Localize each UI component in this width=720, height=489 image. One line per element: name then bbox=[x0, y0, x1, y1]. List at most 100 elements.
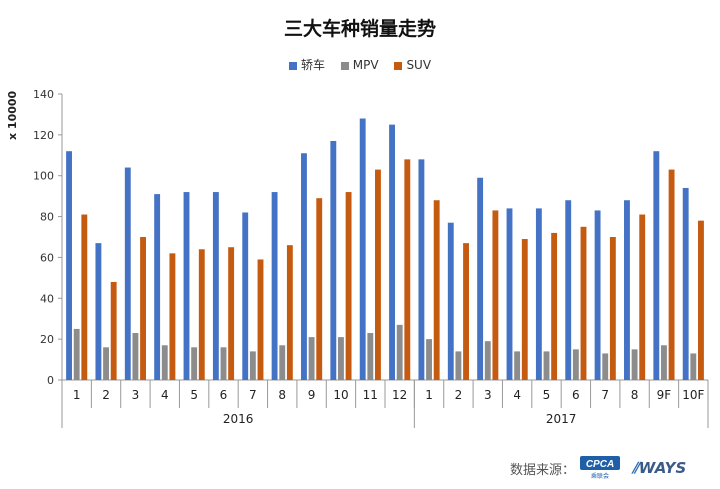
bar-mpv bbox=[661, 345, 667, 380]
x-tick-label: 3 bbox=[132, 388, 140, 402]
x-tick-label: 4 bbox=[161, 388, 169, 402]
x-tick-label: 10 bbox=[333, 388, 348, 402]
y-tick-label: 140 bbox=[33, 88, 54, 101]
bar-suv bbox=[463, 243, 469, 380]
bar-sedan bbox=[389, 124, 395, 381]
bar-suv bbox=[521, 239, 528, 380]
bar-sedan bbox=[653, 151, 660, 380]
bar-mpv bbox=[191, 347, 198, 380]
bar-mpv bbox=[602, 353, 609, 380]
bar-suv bbox=[169, 253, 176, 380]
x-tick-label: 3 bbox=[484, 388, 492, 402]
bar-suv bbox=[286, 245, 293, 380]
x-tick-label: 5 bbox=[190, 388, 198, 402]
y-tick-label: 100 bbox=[33, 170, 54, 183]
bar-suv bbox=[639, 214, 646, 380]
bar-mpv bbox=[572, 349, 579, 380]
chart-title: 三大车种销量走势 bbox=[283, 18, 436, 40]
bar-mpv bbox=[396, 324, 403, 380]
bar-mpv bbox=[338, 337, 344, 380]
bar-sedan bbox=[447, 222, 454, 380]
bar-mpv bbox=[73, 328, 80, 380]
bar-suv bbox=[580, 226, 587, 380]
bar-suv bbox=[492, 210, 499, 380]
bar-suv bbox=[609, 237, 616, 380]
x-group-label: 2016 bbox=[223, 412, 254, 426]
bar-suv bbox=[140, 237, 146, 380]
bar-sedan bbox=[624, 200, 630, 380]
cpca-logo-mark: CPCA 乘联会 bbox=[580, 456, 620, 480]
bar-sedan bbox=[183, 192, 190, 380]
ways-logo-mark-icon: ⫽ bbox=[632, 459, 639, 477]
y-tick-label: 60 bbox=[40, 251, 54, 264]
bar-sedan bbox=[212, 192, 219, 380]
x-tick-label: 11 bbox=[363, 388, 378, 402]
bar-sedan bbox=[359, 118, 366, 380]
bar-mpv bbox=[690, 353, 697, 380]
x-tick-label: 1 bbox=[73, 388, 81, 402]
x-tick-label: 4 bbox=[513, 388, 521, 402]
bar-sedan bbox=[477, 177, 484, 380]
bar-sedan bbox=[565, 200, 572, 380]
bar-suv bbox=[375, 169, 381, 380]
chart-legend: 轿车 MPV SUV bbox=[0, 56, 720, 73]
bar-suv bbox=[433, 200, 440, 380]
x-tick-label: 9 bbox=[308, 388, 316, 402]
bar-suv bbox=[81, 214, 88, 380]
legend-swatch-mpv bbox=[340, 61, 349, 70]
bar-suv bbox=[257, 259, 264, 380]
bar-mpv bbox=[426, 339, 432, 380]
y-tick-label: 120 bbox=[33, 129, 54, 142]
bar-sedan bbox=[682, 187, 689, 380]
bar-mpv bbox=[484, 341, 491, 380]
legend-swatch-sedan bbox=[288, 61, 297, 70]
source-label: 数据来源： bbox=[510, 463, 576, 478]
x-tick-label: 7 bbox=[249, 388, 257, 402]
cpca-logo: CPCA 乘联会 bbox=[580, 456, 620, 484]
bar-mpv bbox=[631, 349, 638, 380]
x-tick-label: 6 bbox=[572, 388, 580, 402]
bar-sedan bbox=[418, 159, 425, 380]
legend-item-sedan: 轿车 bbox=[288, 56, 325, 73]
bar-mpv bbox=[308, 337, 315, 380]
bar-suv bbox=[551, 232, 558, 380]
bar-mpv bbox=[543, 351, 550, 380]
x-tick-label: 5 bbox=[543, 388, 551, 402]
bar-mpv bbox=[455, 351, 462, 380]
bar-sedan bbox=[154, 194, 161, 380]
x-tick-label: 6 bbox=[220, 388, 228, 402]
bar-sedan bbox=[535, 208, 542, 380]
bar-suv bbox=[198, 249, 205, 380]
legend-item-suv: SUV bbox=[394, 58, 431, 72]
x-tick-label: 9F bbox=[657, 388, 672, 402]
x-tick-label: 8 bbox=[631, 388, 639, 402]
x-tick-label: 2 bbox=[455, 388, 463, 402]
bar-sedan bbox=[95, 243, 102, 380]
bar-mpv bbox=[279, 345, 286, 380]
bar-sedan bbox=[301, 153, 307, 380]
bar-sedan bbox=[242, 212, 249, 380]
bar-mpv bbox=[220, 347, 227, 380]
bar-suv bbox=[110, 281, 117, 380]
bar-suv bbox=[345, 192, 352, 380]
bar-suv bbox=[316, 198, 323, 380]
bar-sedan bbox=[271, 192, 278, 380]
x-tick-label: 2 bbox=[102, 388, 110, 402]
x-tick-label: 7 bbox=[601, 388, 609, 402]
x-tick-label: 1 bbox=[425, 388, 433, 402]
x-group-label: 2017 bbox=[546, 412, 577, 426]
bar-sedan bbox=[124, 167, 131, 380]
y-tick-label: 40 bbox=[40, 292, 54, 305]
legend-label-mpv: MPV bbox=[352, 58, 379, 72]
bar-mpv bbox=[367, 333, 374, 380]
ways-logo-text: WAYS bbox=[638, 459, 687, 477]
legend-label-suv: SUV bbox=[406, 58, 432, 72]
bar-mpv bbox=[132, 333, 139, 380]
bar-mpv bbox=[161, 345, 168, 380]
bar-sedan bbox=[330, 140, 337, 380]
bar-suv bbox=[698, 220, 704, 380]
legend-swatch-suv bbox=[394, 61, 403, 70]
legend-label-sedan: 轿车 bbox=[300, 58, 325, 72]
ways-logo: ⫽WAYS bbox=[632, 459, 686, 477]
